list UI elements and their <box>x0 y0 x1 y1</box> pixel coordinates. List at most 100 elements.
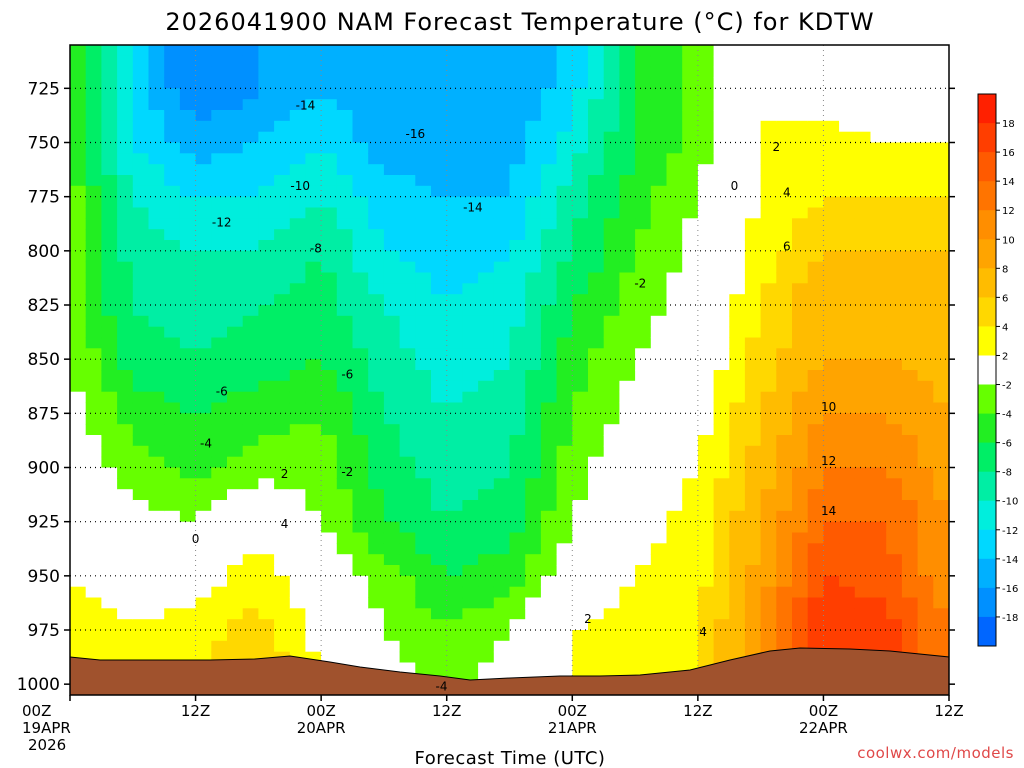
temperature-cell <box>776 543 793 555</box>
temperature-cell <box>242 272 259 284</box>
temperature-cell <box>666 413 683 425</box>
temperature-cell <box>823 207 840 219</box>
contour-value-label: 10 <box>821 400 836 414</box>
temperature-cell <box>164 283 181 295</box>
temperature-cell <box>117 99 134 111</box>
temperature-cell <box>321 99 338 111</box>
temperature-cell <box>321 66 338 79</box>
temperature-cell <box>352 413 369 425</box>
temperature-cell <box>525 391 542 404</box>
temperature-cell <box>870 283 887 295</box>
temperature-cell <box>148 359 165 371</box>
temperature-cell <box>368 640 385 653</box>
colorbar-label: 2 <box>1002 351 1008 362</box>
temperature-cell <box>289 196 307 209</box>
temperature-cell <box>321 543 338 555</box>
temperature-cell <box>85 77 102 89</box>
temperature-cell <box>148 630 165 642</box>
temperature-cell <box>493 630 511 642</box>
temperature-cell <box>70 142 87 154</box>
temperature-cell <box>556 55 573 68</box>
temperature-cell <box>870 586 887 599</box>
temperature-cell <box>744 326 762 339</box>
temperature-cell <box>807 565 824 577</box>
temperature-cell <box>336 315 354 328</box>
temperature-cell <box>635 630 652 642</box>
temperature-cell <box>619 630 636 642</box>
temperature-cell <box>839 640 856 653</box>
temperature-cell <box>148 489 165 501</box>
temperature-cell <box>666 348 683 360</box>
temperature-cell <box>666 640 683 653</box>
temperature-cell <box>839 543 856 555</box>
temperature-cell <box>525 651 542 664</box>
temperature-cell <box>132 45 150 57</box>
temperature-cell <box>321 261 338 274</box>
temperature-cell <box>305 608 322 620</box>
temperature-cell <box>383 565 401 577</box>
temperature-cell <box>729 55 746 68</box>
temperature-cell <box>697 391 715 404</box>
temperature-cell <box>227 500 244 512</box>
temperature-cell <box>258 554 275 566</box>
temperature-cell <box>462 326 479 339</box>
temperature-cell <box>556 229 573 241</box>
temperature-cell <box>431 250 448 263</box>
temperature-cell <box>917 586 934 599</box>
temperature-cell <box>478 348 495 360</box>
temperature-cell <box>744 413 762 425</box>
temperature-cell <box>321 153 338 165</box>
temperature-cell <box>650 543 668 555</box>
temperature-cell <box>917 543 934 555</box>
temperature-cell <box>744 640 762 653</box>
temperature-cell <box>886 305 903 317</box>
temperature-cell <box>383 500 401 512</box>
temperature-cell <box>352 185 369 198</box>
temperature-cell <box>713 229 730 241</box>
temperature-cell <box>556 348 573 360</box>
temperature-cell <box>807 359 824 371</box>
temperature-cell <box>85 348 102 360</box>
temperature-cell <box>227 510 244 523</box>
temperature-cell <box>588 435 605 447</box>
temperature-cell <box>70 510 87 523</box>
temperature-cell <box>760 142 777 154</box>
temperature-cell <box>164 45 181 57</box>
temperature-cell <box>431 218 448 230</box>
temperature-cell <box>117 164 134 176</box>
temperature-cell <box>870 445 887 458</box>
temperature-cell <box>697 597 715 609</box>
temperature-cell <box>399 478 416 490</box>
temperature-cell <box>242 424 259 436</box>
temperature-cell <box>729 229 746 241</box>
credit-link[interactable]: coolwx.com/models <box>857 744 1014 762</box>
temperature-cell <box>933 554 949 566</box>
temperature-cell <box>462 651 479 664</box>
temperature-cell <box>258 380 275 393</box>
temperature-cell <box>415 110 432 122</box>
temperature-cell <box>823 185 840 198</box>
temperature-cell <box>666 543 683 555</box>
temperature-cell <box>399 489 416 501</box>
temperature-cell <box>289 99 307 111</box>
temperature-cell <box>650 153 668 165</box>
temperature-cell <box>509 305 526 317</box>
temperature-cell <box>242 489 259 501</box>
temperature-cell <box>933 153 949 165</box>
temperature-cell <box>854 142 872 154</box>
temperature-cell <box>572 131 589 144</box>
temperature-cell <box>164 651 181 664</box>
temperature-cell <box>854 630 872 642</box>
temperature-cell <box>697 142 715 154</box>
temperature-cell <box>399 640 416 653</box>
temperature-cell <box>164 315 181 328</box>
temperature-cell <box>807 435 824 447</box>
temperature-cell <box>619 229 636 241</box>
temperature-cell <box>713 153 730 165</box>
colorbar-label: 18 <box>1002 119 1015 130</box>
temperature-cell <box>242 337 259 349</box>
temperature-cell <box>933 359 949 371</box>
temperature-cell <box>305 500 322 512</box>
temperature-cell <box>352 435 369 447</box>
temperature-cell <box>399 597 416 609</box>
